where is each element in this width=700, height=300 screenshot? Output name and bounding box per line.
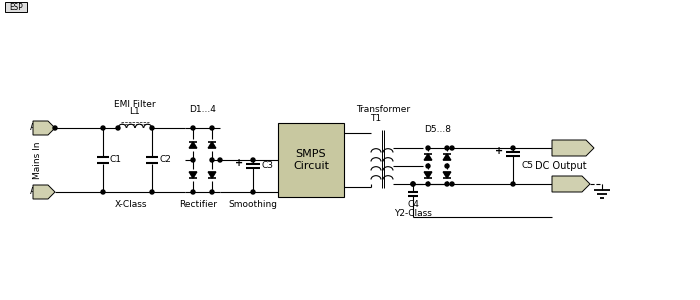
Polygon shape [208,172,216,178]
Text: C5: C5 [522,161,534,170]
Text: ESP: ESP [9,2,23,11]
Bar [278,123,344,197]
Circle shape [426,164,430,168]
Circle shape [101,190,105,194]
Text: EMI Filter: EMI Filter [114,100,156,109]
Circle shape [251,190,255,194]
Circle shape [101,126,105,130]
Text: +: + [235,158,243,168]
Polygon shape [189,172,197,178]
Text: SMPS
Circuit: SMPS Circuit [293,149,329,171]
Circle shape [411,182,415,186]
Circle shape [445,164,449,168]
Polygon shape [33,185,55,199]
Polygon shape [189,142,197,148]
Text: C1: C1 [110,155,122,164]
Polygon shape [443,172,451,178]
Text: Mains In: Mains In [34,141,43,179]
Circle shape [191,126,195,130]
Circle shape [426,146,430,150]
Circle shape [511,146,515,150]
FancyBboxPatch shape [5,2,27,12]
Circle shape [210,190,214,194]
Circle shape [511,182,515,186]
Text: Rectifier: Rectifier [179,200,217,209]
Text: L1: L1 [130,107,141,116]
Circle shape [218,158,222,162]
Polygon shape [552,140,594,156]
Text: X-Class: X-Class [114,200,147,209]
Text: D1...4: D1...4 [189,105,216,114]
Polygon shape [33,121,55,135]
Circle shape [426,182,430,186]
Circle shape [450,146,454,150]
Text: Y2-Class: Y2-Class [394,209,432,218]
Text: C3: C3 [262,161,274,170]
Circle shape [150,126,154,130]
Polygon shape [443,154,451,160]
Polygon shape [424,172,432,178]
Text: Transformer: Transformer [356,105,410,114]
Text: AC 1: AC 1 [29,124,51,133]
Circle shape [53,126,57,130]
Text: OUTPUT: OUTPUT [553,143,585,152]
Polygon shape [424,154,432,160]
Text: GND: GND [559,179,575,188]
Circle shape [445,182,449,186]
Text: Smoothing: Smoothing [228,200,277,209]
Circle shape [150,190,154,194]
Circle shape [210,126,214,130]
Polygon shape [552,176,590,192]
Circle shape [445,146,449,150]
Circle shape [210,158,214,162]
Circle shape [251,158,255,162]
Text: C4: C4 [407,200,419,209]
Polygon shape [208,142,216,148]
Circle shape [411,182,415,186]
Circle shape [116,126,120,130]
Text: DC Output: DC Output [535,161,587,171]
Text: D5...8: D5...8 [424,125,451,134]
Text: T1: T1 [370,114,382,123]
Text: +: + [495,146,503,156]
Text: C2: C2 [159,155,171,164]
Text: AC 2: AC 2 [29,188,51,196]
Circle shape [191,190,195,194]
Circle shape [450,182,454,186]
Circle shape [191,158,195,162]
